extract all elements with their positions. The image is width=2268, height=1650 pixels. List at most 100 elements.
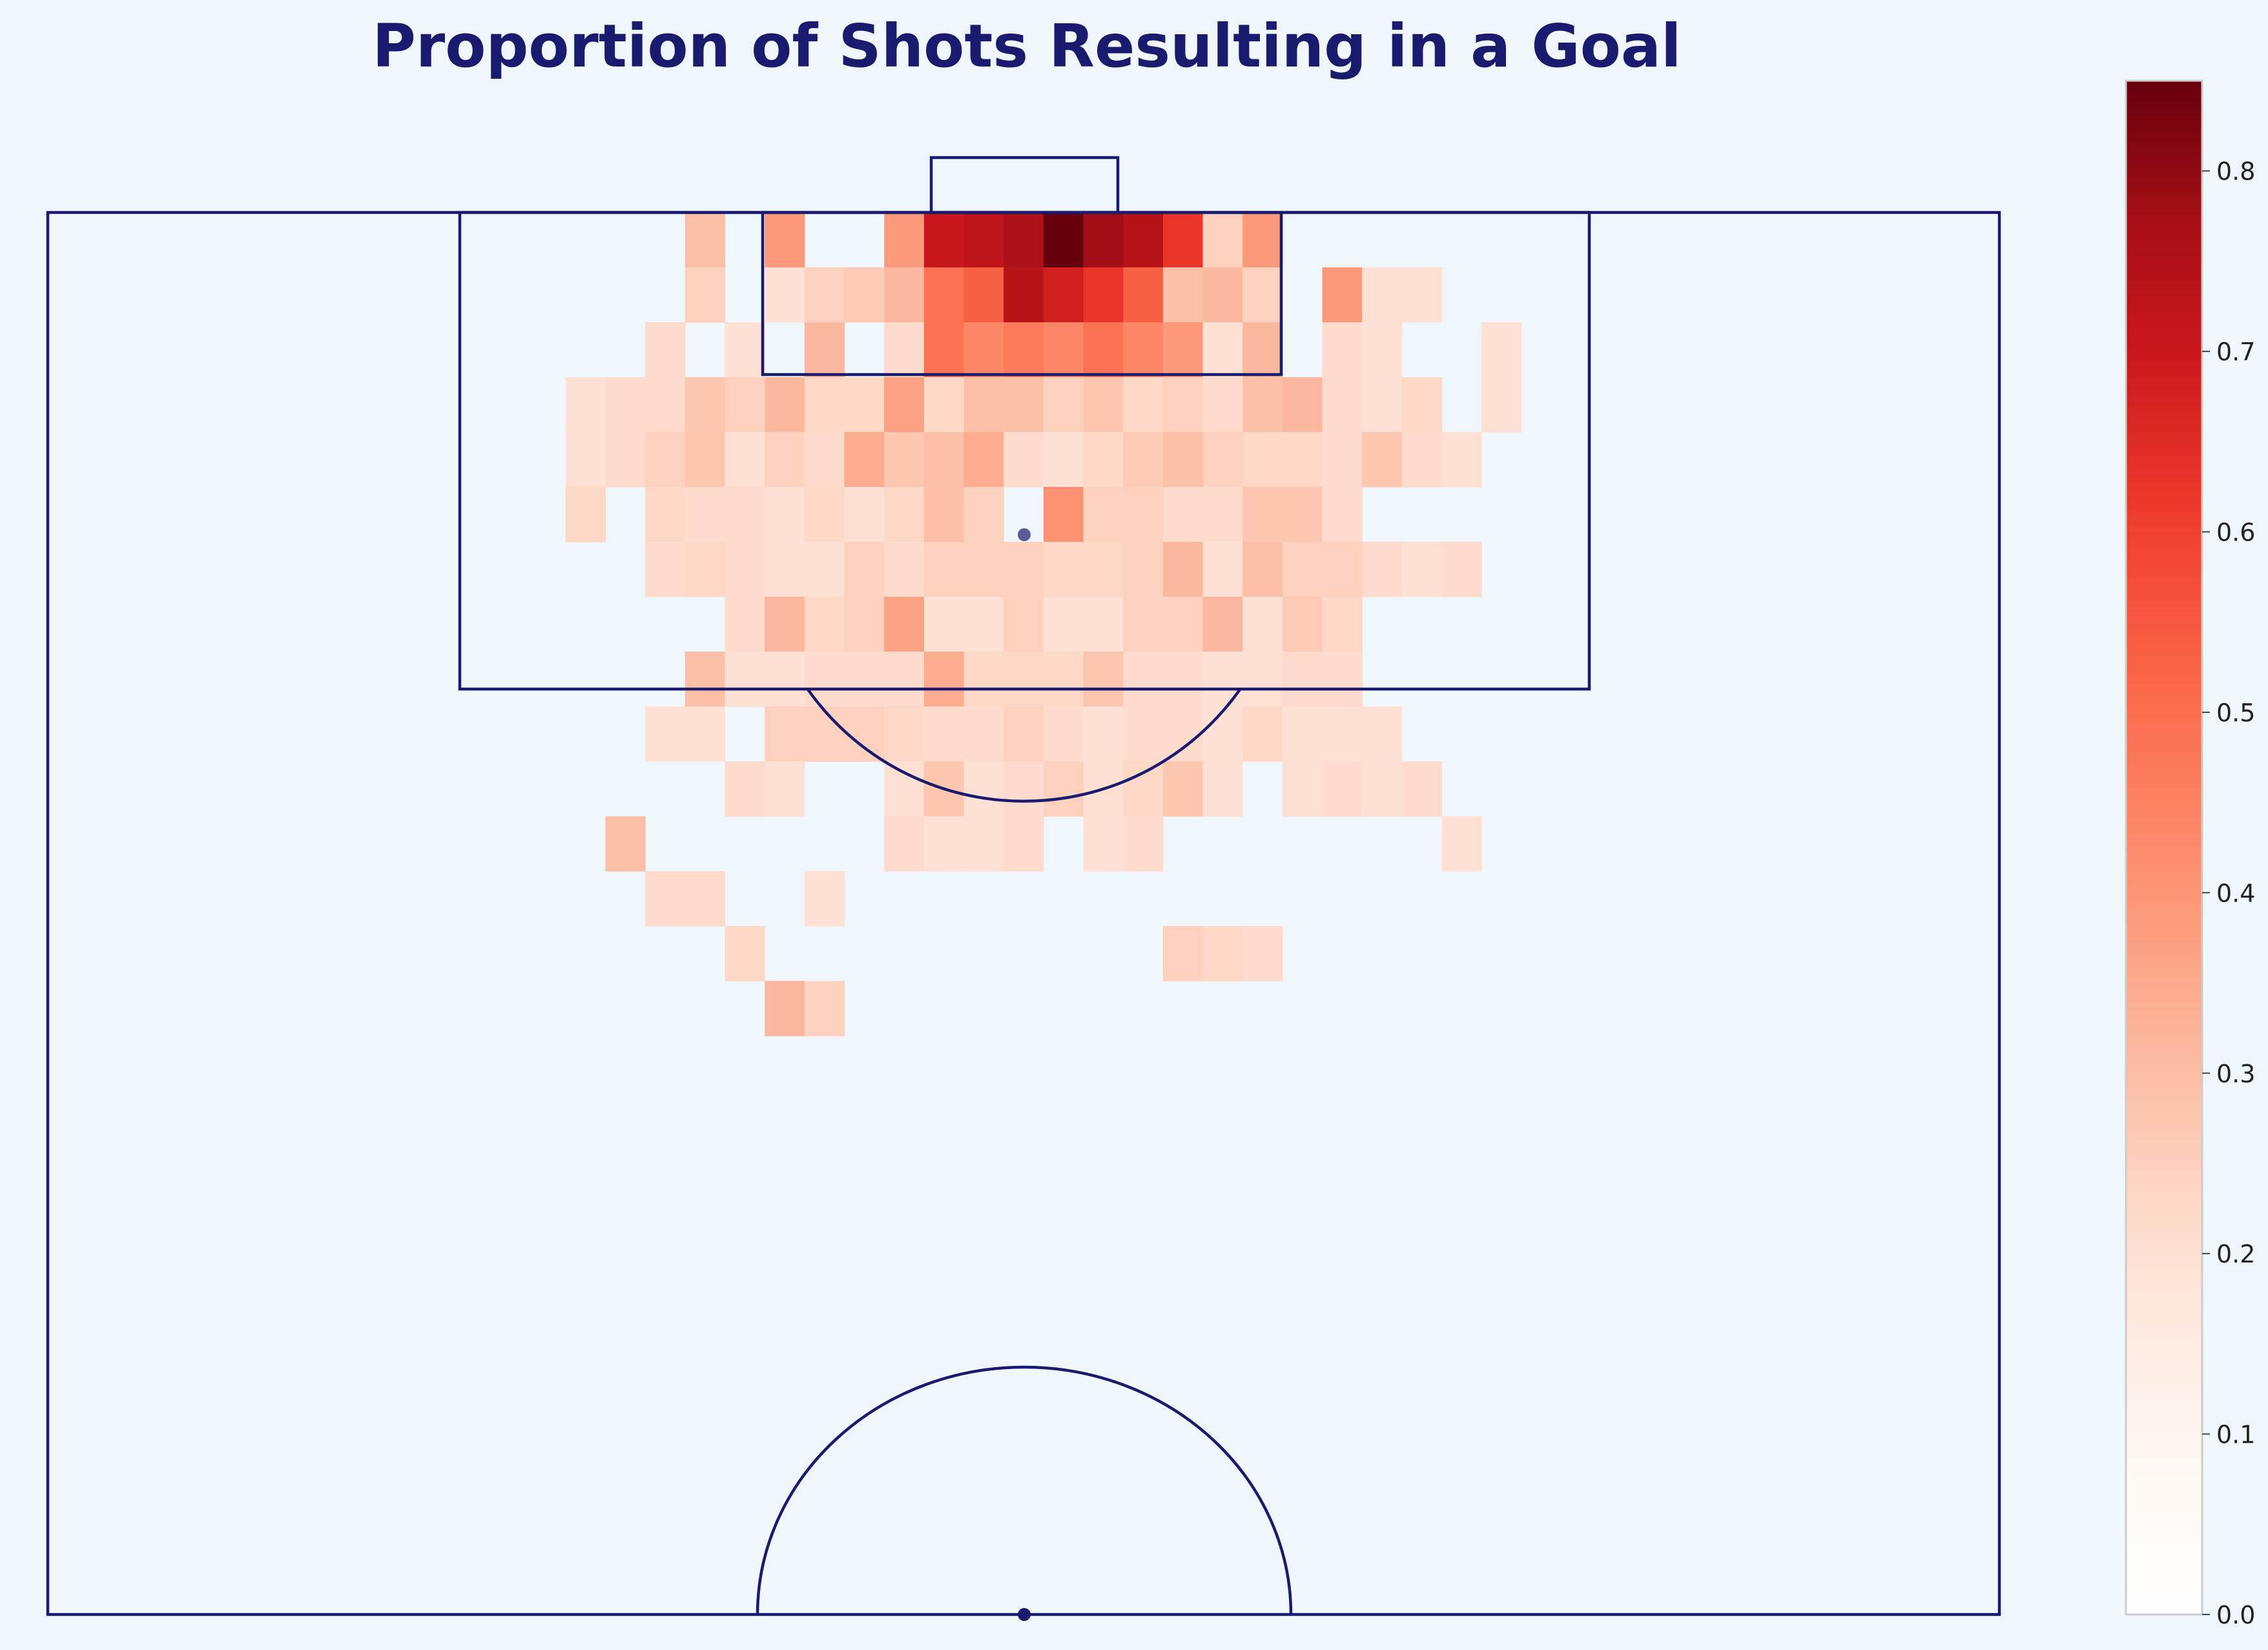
heatmap-cell (964, 487, 1004, 542)
heatmap-cell (1162, 432, 1204, 488)
heatmap-cell (1123, 652, 1164, 707)
heatmap-cell (1322, 322, 1363, 378)
heatmap-cell (1123, 432, 1164, 488)
heatmap-cell (804, 432, 845, 488)
heatmap-cell (804, 322, 845, 378)
heatmap-cell (1043, 542, 1084, 597)
heatmap-cell (1202, 542, 1243, 597)
heatmap-cell (884, 761, 925, 817)
heatmap-cell (1123, 267, 1164, 323)
heatmap-cell (1242, 597, 1283, 652)
heatmap-cell (1123, 542, 1164, 597)
heatmap-cell (1083, 706, 1124, 762)
heatmap-cell (844, 542, 885, 597)
heatmap-cell (645, 487, 686, 542)
heatmap-cell (884, 706, 925, 762)
heatmap-cell (1202, 322, 1243, 378)
heatmap-cell (685, 652, 726, 707)
heatmap-cell (725, 542, 765, 597)
heatmap-cell (1043, 322, 1084, 378)
penalty-spot (1018, 528, 1031, 541)
heatmap-cell (1322, 267, 1363, 323)
chart-title: Proportion of Shots Resulting in a Goal (372, 12, 1682, 81)
heatmap-cell (1123, 322, 1164, 378)
heatmap-cell (1362, 761, 1403, 817)
heatmap-cell (1162, 212, 1204, 268)
heatmap-cell (1004, 377, 1044, 433)
heatmap-cell (964, 432, 1004, 488)
heatmap-cell (1322, 706, 1363, 762)
heatmap-cell (964, 597, 1004, 652)
heatmap-cell (804, 542, 845, 597)
heatmap-cell (1441, 432, 1482, 488)
heatmap-cell (1202, 432, 1243, 488)
heatmap-cell (725, 597, 765, 652)
heatmap-cell (1162, 706, 1204, 762)
heatmap-cell (844, 652, 885, 707)
heatmap-cell (1123, 377, 1164, 433)
colorbar-tick-label: 0.4 (2216, 879, 2255, 907)
heatmap-cell (1242, 542, 1283, 597)
heatmap-cell (884, 377, 925, 433)
heatmap-cell (765, 761, 805, 817)
heatmap-cell (1362, 706, 1403, 762)
heatmap-cell (765, 377, 805, 433)
heatmap-cell (964, 212, 1004, 268)
heatmap-cell (1123, 816, 1164, 872)
heatmap-cell (645, 542, 686, 597)
heatmap-cell (1322, 377, 1363, 433)
colorbar-tick-label: 0.7 (2216, 338, 2255, 366)
heatmap-cell (1162, 597, 1204, 652)
heatmap-cell (1441, 816, 1482, 872)
heatmap-cell (1401, 267, 1443, 323)
heatmap-cell (1322, 487, 1363, 542)
heatmap-cell (1123, 761, 1164, 817)
heatmap-cell (1043, 212, 1084, 268)
heatmap-cell (1282, 542, 1323, 597)
heatmap-cell (1202, 267, 1243, 323)
heatmap-cell (605, 377, 646, 433)
heatmap-cell (1123, 212, 1164, 268)
heatmap-cell (1481, 377, 1522, 433)
heatmap-cell (1202, 652, 1243, 707)
heatmap-cell (1004, 816, 1044, 872)
heatmap-cell (1322, 597, 1363, 652)
heatmap-cell (884, 487, 925, 542)
heatmap-cell (1162, 377, 1204, 433)
heatmap-cell (844, 706, 885, 762)
heatmap-cell (645, 706, 686, 762)
heatmap-cell (1362, 377, 1403, 433)
heatmap-cell (1004, 597, 1044, 652)
heatmap-cell (884, 212, 925, 268)
heatmap-cell (765, 432, 805, 488)
heatmap-cell (1083, 267, 1124, 323)
heatmap-cell (1162, 322, 1204, 378)
heatmap-cell (1322, 761, 1363, 817)
heatmap-cell (964, 816, 1004, 872)
heatmap-cell (804, 706, 845, 762)
colorbar-tick-label: 0.6 (2216, 519, 2255, 547)
heatmap-cell (844, 377, 885, 433)
heatmap-cell (844, 432, 885, 488)
heatmap-cell (565, 432, 606, 488)
heatmap-cell (1004, 212, 1044, 268)
heatmap-cell (1322, 542, 1363, 597)
heatmap-cell (725, 322, 765, 378)
colorbar-tick-label: 0.8 (2216, 158, 2255, 186)
heatmap-cell (1043, 432, 1084, 488)
heatmap-cell (1004, 652, 1044, 707)
heatmap-cell (725, 652, 765, 707)
heatmap-cell (1242, 652, 1283, 707)
heatmap-cell (1401, 377, 1443, 433)
heatmap-cell (923, 377, 965, 433)
heatmap-cell (1043, 487, 1084, 542)
heatmap-cell (923, 652, 965, 707)
heatmap-cell (1162, 542, 1204, 597)
heatmap-cell (804, 981, 845, 1036)
goal (929, 156, 1120, 214)
center-spot (1018, 1608, 1031, 1621)
heatmap-cell (884, 542, 925, 597)
heatmap-cell (565, 377, 606, 433)
heatmap-cell (923, 542, 965, 597)
heatmap-cell (804, 652, 845, 707)
